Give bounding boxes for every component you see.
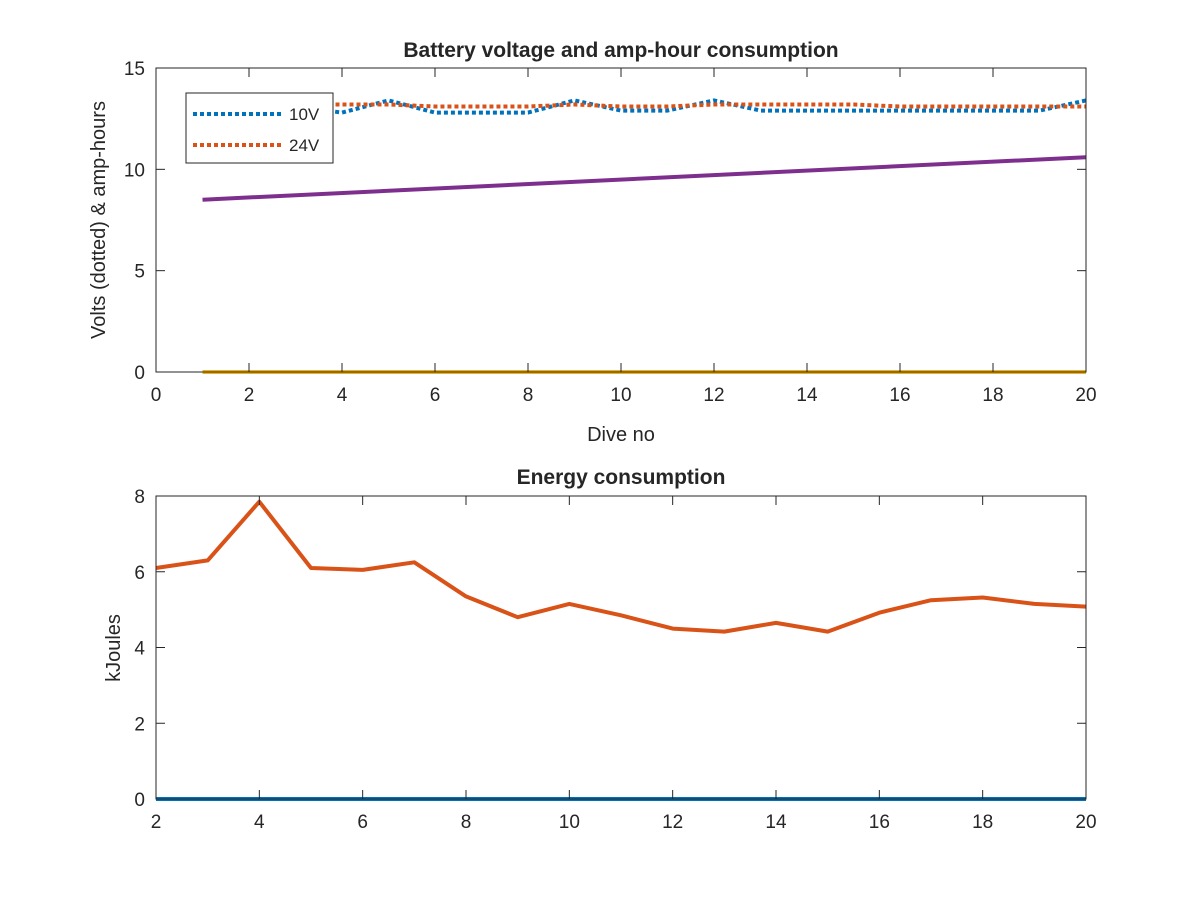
x-tick-label: 14 bbox=[796, 385, 818, 406]
x-tick-label: 6 bbox=[357, 812, 368, 833]
legend-label-24v: 24V bbox=[289, 136, 320, 155]
x-tick-label: 4 bbox=[337, 385, 348, 406]
ticks-layer: 0 2 4 6 8 10 12 14 16 18 20 0 5 10 15 bbox=[124, 59, 1097, 406]
y-tick-label: 0 bbox=[134, 790, 145, 811]
legend: 10V 24V bbox=[185, 92, 334, 164]
y-tick-label: 6 bbox=[134, 563, 145, 584]
series-line bbox=[155, 499, 1087, 634]
y-tick-label: 15 bbox=[124, 59, 145, 80]
legend-label-10v: 10V bbox=[289, 105, 320, 124]
x-tick-label: 18 bbox=[982, 385, 1003, 406]
x-tick-label: 0 bbox=[151, 385, 162, 406]
y-tick-label: 2 bbox=[134, 714, 145, 735]
x-tick-label: 8 bbox=[523, 385, 534, 406]
y-tick-label: 10 bbox=[124, 160, 145, 181]
y-tick-label: 4 bbox=[134, 639, 145, 660]
axes-voltage-amphours: 0 2 4 6 8 10 12 14 16 18 20 0 5 10 15 Battery voltage … bbox=[88, 39, 1097, 446]
x-tick-label: 10 bbox=[610, 385, 631, 406]
chart-title: Energy consumption bbox=[517, 466, 726, 489]
y-axis-label: Volts (dotted) & amp-hours bbox=[88, 101, 110, 339]
legend-box bbox=[185, 92, 334, 164]
x-tick-label: 4 bbox=[254, 812, 265, 833]
x-axis-label: Dive no bbox=[587, 424, 655, 446]
axes-background bbox=[156, 496, 1086, 799]
x-tick-label: 2 bbox=[151, 812, 162, 833]
x-tick-label: 16 bbox=[869, 812, 890, 833]
x-tick-label: 14 bbox=[765, 812, 787, 833]
x-tick-label: 16 bbox=[889, 385, 910, 406]
x-tick-label: 6 bbox=[430, 385, 441, 406]
x-tick-label: 12 bbox=[703, 385, 724, 406]
y-tick-label: 0 bbox=[134, 363, 145, 384]
x-tick-label: 8 bbox=[461, 812, 472, 833]
x-tick-label: 20 bbox=[1075, 385, 1096, 406]
y-tick-label: 5 bbox=[134, 262, 145, 283]
x-tick-label: 20 bbox=[1075, 812, 1096, 833]
y-axis-label: kJoules bbox=[103, 614, 125, 682]
y-tick-label: 8 bbox=[134, 487, 145, 508]
chart-title: Battery voltage and amp-hour consumption bbox=[403, 39, 838, 62]
x-tick-label: 2 bbox=[244, 385, 255, 406]
series-line bbox=[202, 155, 1087, 202]
x-tick-label: 18 bbox=[972, 812, 993, 833]
series-line-10v bbox=[202, 98, 1087, 115]
x-tick-label: 10 bbox=[559, 812, 580, 833]
series-line-24v bbox=[202, 102, 1086, 109]
x-tick-label: 12 bbox=[662, 812, 683, 833]
